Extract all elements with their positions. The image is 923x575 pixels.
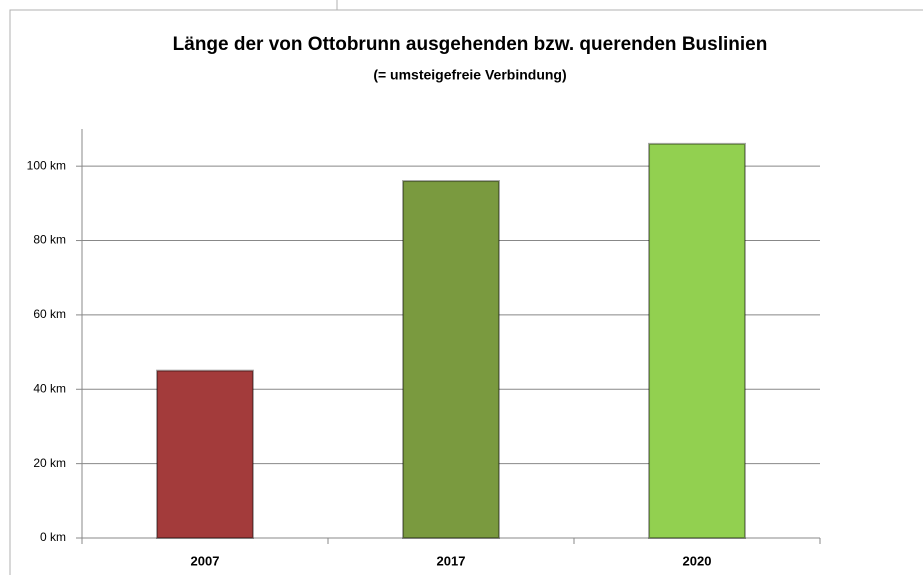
chart-subtitle: (= umsteigefreie Verbindung): [373, 67, 566, 83]
y-tick-label: 80 km: [33, 233, 66, 247]
bar: [648, 142, 746, 539]
x-tick-label: 2007: [191, 553, 220, 568]
y-tick-label: 20 km: [33, 456, 66, 470]
bar: [402, 180, 500, 540]
x-tick-label: 2020: [683, 553, 712, 568]
y-tick-label: 0 km: [40, 530, 66, 544]
chart-title: Länge der von Ottobrunn ausgehenden bzw.…: [173, 34, 768, 55]
y-tick-label: 40 km: [33, 381, 66, 395]
y-tick-label: 100 km: [27, 158, 66, 172]
y-tick-label: 60 km: [33, 307, 66, 321]
bar: [156, 369, 254, 539]
x-tick-label: 2017: [437, 553, 466, 568]
frame: [9, 0, 923, 575]
